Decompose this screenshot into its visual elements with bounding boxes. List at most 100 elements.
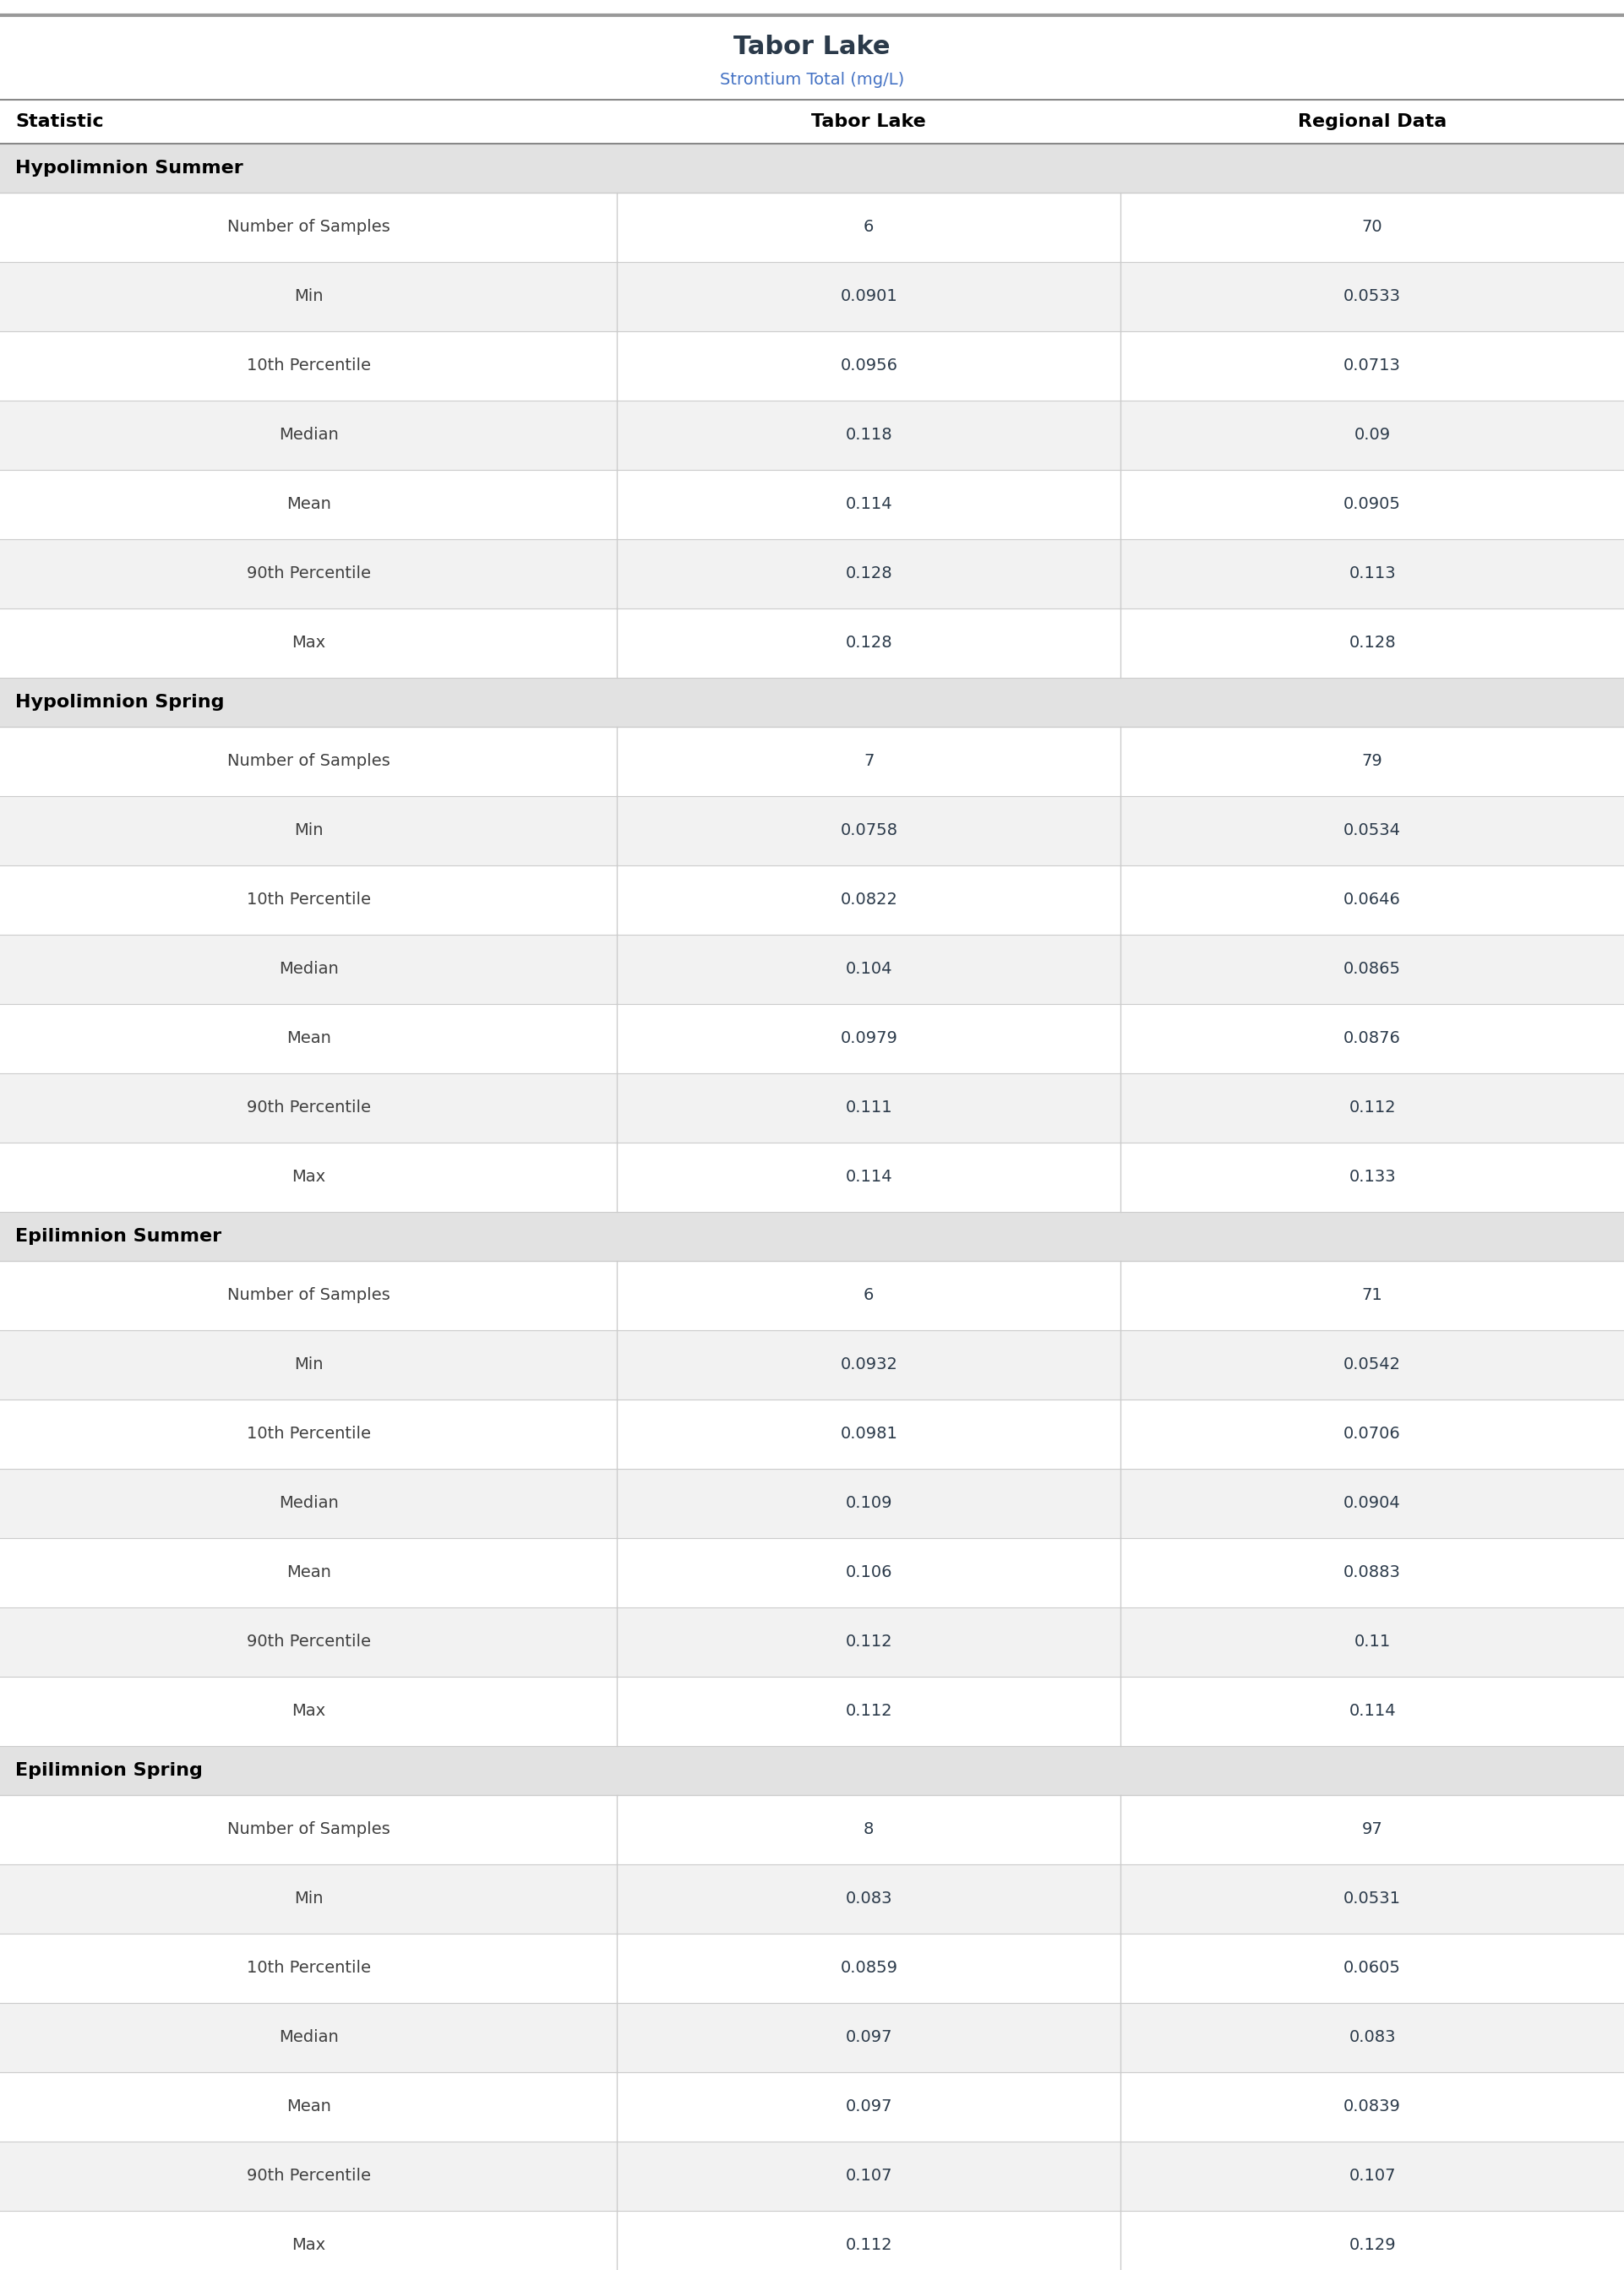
Text: Regional Data: Regional Data — [1298, 114, 1447, 129]
Text: 0.112: 0.112 — [846, 2238, 892, 2254]
Text: 0.0981: 0.0981 — [840, 1426, 898, 1441]
Text: Max: Max — [292, 1169, 325, 1185]
Text: Max: Max — [292, 2238, 325, 2254]
Bar — [0, 1401, 1624, 1469]
Text: 0.106: 0.106 — [846, 1564, 892, 1580]
Text: 90th Percentile: 90th Percentile — [247, 1634, 370, 1650]
Text: 0.0542: 0.0542 — [1343, 1357, 1402, 1373]
Text: 6: 6 — [864, 220, 874, 236]
Text: Max: Max — [292, 636, 325, 651]
Text: Min: Min — [294, 1357, 323, 1373]
Text: 70: 70 — [1363, 220, 1382, 236]
Text: Tabor Lake: Tabor Lake — [734, 34, 890, 59]
Text: 0.128: 0.128 — [846, 636, 892, 651]
Bar — [0, 1074, 1624, 1142]
Text: Tabor Lake: Tabor Lake — [812, 114, 926, 129]
Text: 0.0531: 0.0531 — [1343, 1891, 1402, 1907]
Bar — [0, 470, 1624, 540]
Text: 6: 6 — [864, 1287, 874, 1303]
Text: 0.128: 0.128 — [846, 565, 892, 581]
Bar — [0, 193, 1624, 261]
Text: 90th Percentile: 90th Percentile — [247, 1101, 370, 1117]
Text: 10th Percentile: 10th Percentile — [247, 1426, 370, 1441]
Bar — [0, 2211, 1624, 2270]
Text: Mean: Mean — [286, 497, 331, 513]
Text: 0.129: 0.129 — [1350, 2238, 1395, 2254]
Text: 0.0904: 0.0904 — [1343, 1496, 1402, 1512]
Bar — [0, 2073, 1624, 2141]
Text: 10th Percentile: 10th Percentile — [247, 892, 370, 908]
Text: 0.111: 0.111 — [846, 1101, 892, 1117]
Text: 0.114: 0.114 — [846, 497, 892, 513]
Bar — [0, 331, 1624, 400]
Text: 0.0533: 0.0533 — [1343, 288, 1402, 304]
Text: 0.0859: 0.0859 — [840, 1961, 898, 1977]
Bar — [0, 1260, 1624, 1330]
Text: 79: 79 — [1363, 754, 1382, 770]
Bar — [0, 726, 1624, 797]
Text: 0.0605: 0.0605 — [1343, 1961, 1402, 1977]
Text: 0.0839: 0.0839 — [1343, 2100, 1402, 2116]
Text: 0.097: 0.097 — [846, 2029, 892, 2045]
Bar — [0, 261, 1624, 331]
Text: 0.0865: 0.0865 — [1343, 960, 1402, 978]
Text: Mean: Mean — [286, 1564, 331, 1580]
Text: 0.11: 0.11 — [1354, 1634, 1390, 1650]
Text: 0.0932: 0.0932 — [840, 1357, 898, 1373]
Bar — [0, 2141, 1624, 2211]
Text: Hypolimnion Summer: Hypolimnion Summer — [15, 159, 244, 177]
Text: 0.0758: 0.0758 — [840, 822, 898, 840]
Text: 7: 7 — [864, 754, 874, 770]
Bar — [0, 1142, 1624, 1212]
Text: Median: Median — [279, 960, 338, 978]
Text: 90th Percentile: 90th Percentile — [247, 2168, 370, 2184]
Text: 0.0979: 0.0979 — [840, 1031, 898, 1046]
Text: 0.083: 0.083 — [1350, 2029, 1395, 2045]
Text: Hypolimnion Spring: Hypolimnion Spring — [15, 695, 224, 711]
Text: 0.112: 0.112 — [846, 1702, 892, 1718]
Bar — [0, 1746, 1624, 1796]
Text: Median: Median — [279, 2029, 338, 2045]
Text: 0.0646: 0.0646 — [1343, 892, 1402, 908]
Bar — [0, 1539, 1624, 1607]
Text: 90th Percentile: 90th Percentile — [247, 565, 370, 581]
Text: 0.0534: 0.0534 — [1343, 822, 1402, 840]
Text: 0.107: 0.107 — [1350, 2168, 1395, 2184]
Bar — [0, 2002, 1624, 2073]
Text: 0.112: 0.112 — [846, 1634, 892, 1650]
Text: 0.128: 0.128 — [1350, 636, 1395, 651]
Text: 0.107: 0.107 — [846, 2168, 892, 2184]
Text: Statistic: Statistic — [15, 114, 104, 129]
Text: 0.118: 0.118 — [846, 427, 892, 443]
Text: Mean: Mean — [286, 1031, 331, 1046]
Text: Epilimnion Spring: Epilimnion Spring — [15, 1762, 203, 1780]
Text: 10th Percentile: 10th Percentile — [247, 359, 370, 375]
Text: Number of Samples: Number of Samples — [227, 754, 390, 770]
Text: Number of Samples: Number of Samples — [227, 1287, 390, 1303]
Text: 0.109: 0.109 — [846, 1496, 892, 1512]
Text: 0.0901: 0.0901 — [840, 288, 898, 304]
Text: Min: Min — [294, 1891, 323, 1907]
Text: 0.0706: 0.0706 — [1343, 1426, 1402, 1441]
Text: 97: 97 — [1363, 1821, 1382, 1839]
Text: Min: Min — [294, 822, 323, 840]
Bar — [0, 1864, 1624, 1934]
Bar — [0, 540, 1624, 608]
Text: Epilimnion Summer: Epilimnion Summer — [15, 1228, 221, 1244]
Text: 8: 8 — [864, 1821, 874, 1839]
Bar — [0, 1796, 1624, 1864]
Bar — [0, 1607, 1624, 1678]
Bar — [0, 100, 1624, 143]
Text: 0.0956: 0.0956 — [840, 359, 898, 375]
Text: 0.114: 0.114 — [1350, 1702, 1395, 1718]
Text: 71: 71 — [1363, 1287, 1382, 1303]
Text: Strontium Total (mg/L): Strontium Total (mg/L) — [719, 73, 905, 89]
Text: 0.113: 0.113 — [1350, 565, 1395, 581]
Bar — [0, 1678, 1624, 1746]
Bar — [0, 143, 1624, 193]
Text: 0.0876: 0.0876 — [1343, 1031, 1402, 1046]
Text: 0.112: 0.112 — [1350, 1101, 1395, 1117]
Bar — [0, 679, 1624, 726]
Bar — [0, 1934, 1624, 2002]
Bar — [0, 1003, 1624, 1074]
